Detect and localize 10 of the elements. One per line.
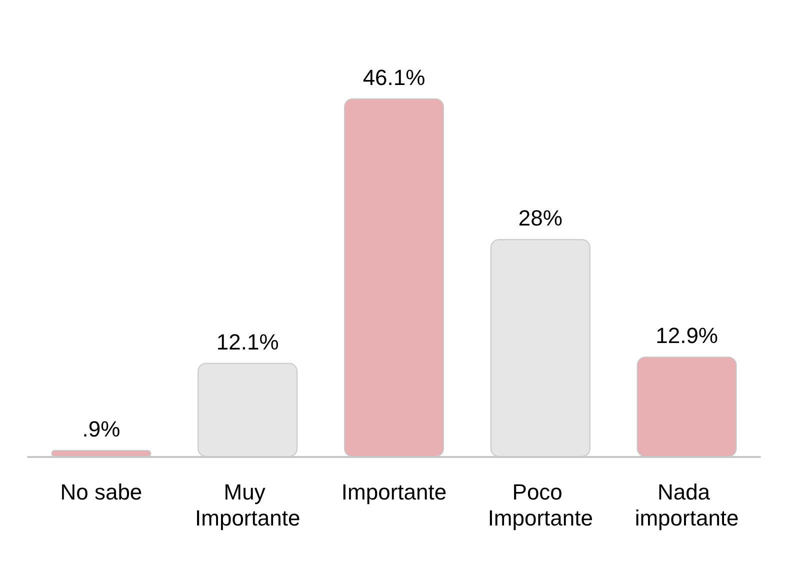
data-label: 12.1% — [216, 329, 279, 354]
data-label: 28% — [518, 206, 562, 231]
data-label: 46.1% — [362, 64, 426, 90]
x-tick-label: Importante — [341, 480, 447, 504]
x-tick-label: Poco Importante — [488, 480, 593, 530]
data-label: 12.9% — [656, 323, 718, 348]
x-tick-label: Nada importante — [634, 480, 739, 530]
x-tick-label: Muy Importante — [195, 480, 300, 530]
x-tick-label: No sabe — [60, 480, 142, 504]
data-label: .9% — [82, 416, 120, 442]
